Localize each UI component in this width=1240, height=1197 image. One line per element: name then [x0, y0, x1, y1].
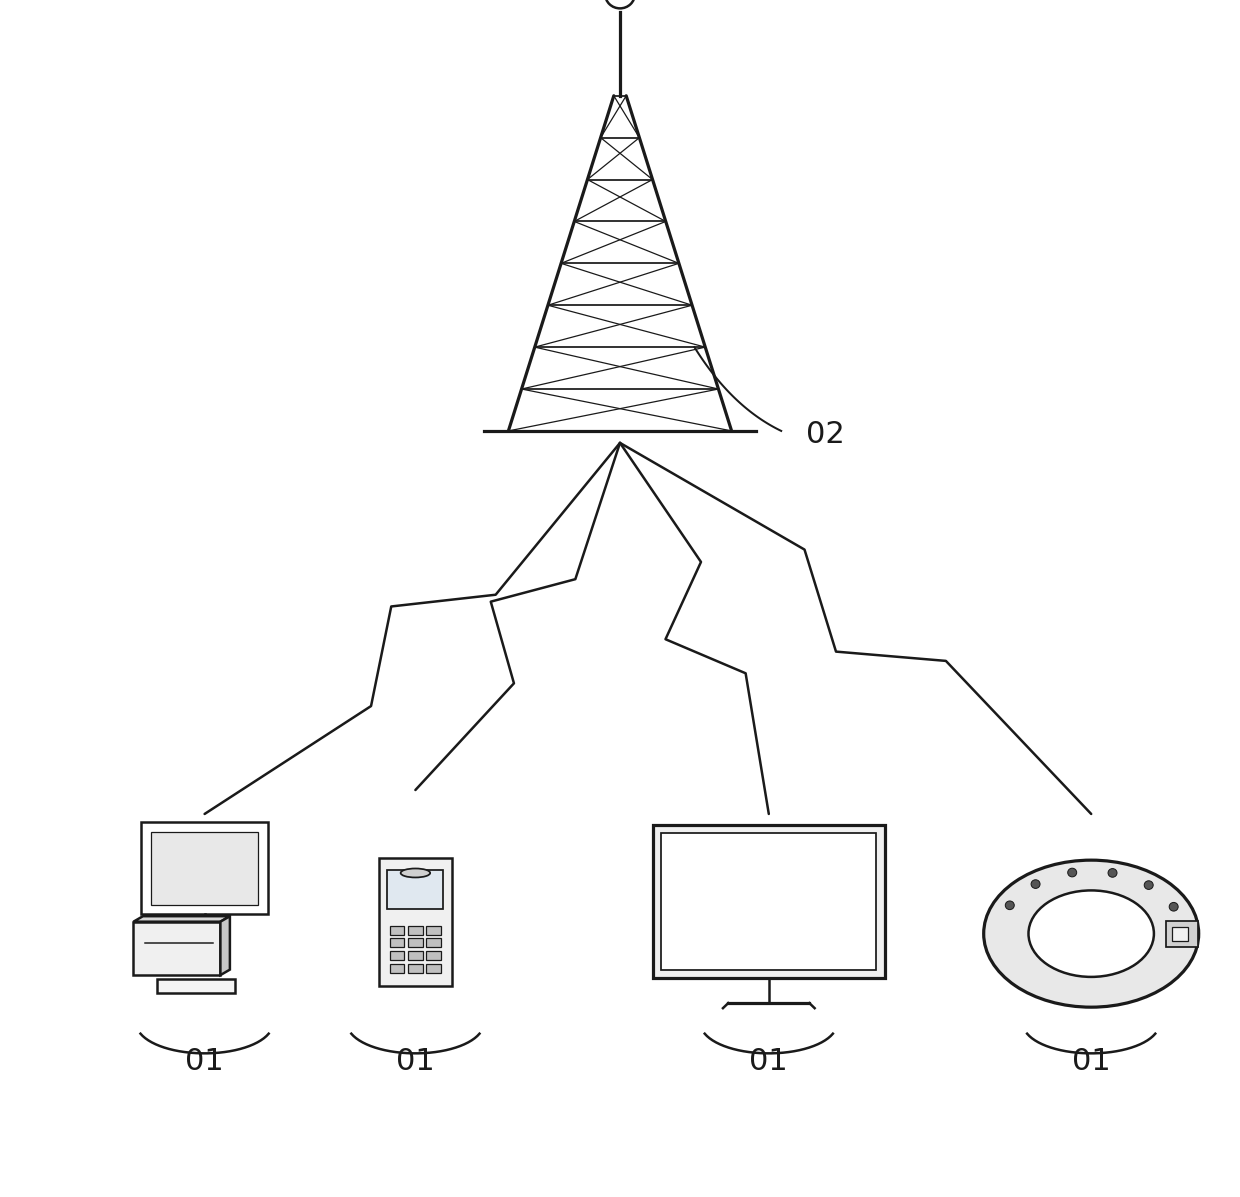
Text: 01: 01 [396, 1047, 435, 1076]
Circle shape [1109, 869, 1117, 877]
Bar [389, 938, 404, 947]
Polygon shape [221, 916, 229, 976]
Polygon shape [134, 916, 229, 922]
Bar [661, 833, 877, 970]
Bar [408, 964, 423, 973]
Bar [157, 979, 236, 992]
Bar [427, 964, 441, 973]
Text: 01: 01 [1071, 1047, 1111, 1076]
Text: 01: 01 [185, 1047, 224, 1076]
Ellipse shape [983, 861, 1199, 1007]
Circle shape [1032, 880, 1040, 888]
Bar [1167, 920, 1198, 947]
Circle shape [1006, 901, 1014, 910]
Circle shape [1068, 868, 1076, 877]
Text: 01: 01 [749, 1047, 789, 1076]
Bar [408, 925, 423, 935]
Bar [389, 952, 404, 960]
Bar [141, 822, 268, 915]
Bar [427, 952, 441, 960]
Bar [408, 938, 423, 947]
Bar [408, 952, 423, 960]
Text: 02: 02 [806, 420, 844, 449]
Circle shape [1178, 929, 1187, 938]
Bar [389, 925, 404, 935]
Bar [151, 832, 258, 905]
Bar [427, 938, 441, 947]
Ellipse shape [401, 869, 430, 877]
Circle shape [1169, 903, 1178, 911]
Bar [427, 925, 441, 935]
Bar [134, 922, 221, 976]
Bar [1172, 926, 1188, 941]
Bar [652, 825, 885, 978]
Circle shape [1145, 881, 1153, 889]
Ellipse shape [1028, 891, 1154, 977]
Bar [387, 870, 444, 909]
Bar [389, 964, 404, 973]
Bar [378, 857, 453, 986]
